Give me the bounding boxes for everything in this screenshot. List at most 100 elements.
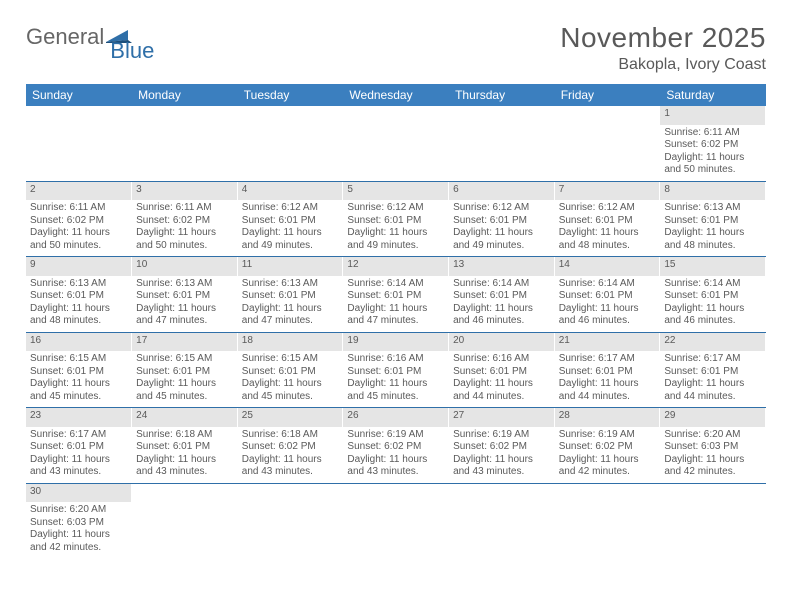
- day-cell: Sunrise: 6:19 AMSunset: 6:02 PMDaylight:…: [449, 427, 555, 484]
- daylight-text: and 44 minutes.: [559, 391, 656, 404]
- daylight-text: and 47 minutes.: [347, 315, 444, 328]
- day-number: [237, 483, 343, 502]
- daylight-text: Daylight: 11 hours: [453, 454, 550, 467]
- daylight-text: Daylight: 11 hours: [136, 227, 233, 240]
- sunrise-text: Sunrise: 6:19 AM: [347, 429, 444, 442]
- sunset-text: Sunset: 6:01 PM: [242, 215, 339, 228]
- day-cell: Sunrise: 6:17 AMSunset: 6:01 PMDaylight:…: [26, 427, 132, 484]
- daylight-text: Daylight: 11 hours: [30, 227, 127, 240]
- day-cell: Sunrise: 6:15 AMSunset: 6:01 PMDaylight:…: [237, 351, 343, 408]
- sunset-text: Sunset: 6:02 PM: [347, 441, 444, 454]
- day-number: 25: [237, 408, 343, 427]
- daylight-text: Daylight: 11 hours: [453, 378, 550, 391]
- weekday-header: Monday: [132, 84, 238, 106]
- day-cell: Sunrise: 6:17 AMSunset: 6:01 PMDaylight:…: [660, 351, 766, 408]
- sunrise-text: Sunrise: 6:15 AM: [136, 353, 233, 366]
- day-cell: Sunrise: 6:20 AMSunset: 6:03 PMDaylight:…: [26, 502, 132, 558]
- daylight-text: and 43 minutes.: [30, 466, 127, 479]
- daylight-text: Daylight: 11 hours: [30, 378, 127, 391]
- sunrise-text: Sunrise: 6:18 AM: [242, 429, 339, 442]
- sunset-text: Sunset: 6:01 PM: [30, 290, 127, 303]
- day-number: [554, 483, 660, 502]
- daylight-text: and 45 minutes.: [347, 391, 444, 404]
- day-number: 16: [26, 332, 132, 351]
- daylight-text: Daylight: 11 hours: [664, 378, 761, 391]
- daylight-text: Daylight: 11 hours: [664, 152, 761, 165]
- weekday-header: Thursday: [449, 84, 555, 106]
- day-number: 3: [132, 181, 238, 200]
- daylight-text: Daylight: 11 hours: [347, 454, 444, 467]
- day-cell: [660, 502, 766, 558]
- sunrise-text: Sunrise: 6:17 AM: [664, 353, 761, 366]
- sunset-text: Sunset: 6:01 PM: [347, 290, 444, 303]
- month-title: November 2025: [560, 22, 766, 54]
- weekday-header: Sunday: [26, 84, 132, 106]
- daylight-text: Daylight: 11 hours: [30, 454, 127, 467]
- daylight-text: and 42 minutes.: [559, 466, 656, 479]
- day-number: 23: [26, 408, 132, 427]
- week-row: Sunrise: 6:11 AMSunset: 6:02 PMDaylight:…: [26, 125, 766, 182]
- daylight-text: and 45 minutes.: [242, 391, 339, 404]
- day-cell: Sunrise: 6:15 AMSunset: 6:01 PMDaylight:…: [132, 351, 238, 408]
- day-number: 24: [132, 408, 238, 427]
- week-row: Sunrise: 6:11 AMSunset: 6:02 PMDaylight:…: [26, 200, 766, 257]
- sunset-text: Sunset: 6:01 PM: [453, 290, 550, 303]
- day-cell: Sunrise: 6:20 AMSunset: 6:03 PMDaylight:…: [660, 427, 766, 484]
- week-row: Sunrise: 6:17 AMSunset: 6:01 PMDaylight:…: [26, 427, 766, 484]
- day-number: 14: [554, 257, 660, 276]
- day-number: 26: [343, 408, 449, 427]
- sunset-text: Sunset: 6:01 PM: [559, 215, 656, 228]
- sunrise-text: Sunrise: 6:12 AM: [347, 202, 444, 215]
- sunrise-text: Sunrise: 6:18 AM: [136, 429, 233, 442]
- day-number: 5: [343, 181, 449, 200]
- daylight-text: and 48 minutes.: [559, 240, 656, 253]
- day-number: 27: [449, 408, 555, 427]
- sunset-text: Sunset: 6:01 PM: [664, 290, 761, 303]
- sunrise-text: Sunrise: 6:12 AM: [559, 202, 656, 215]
- daylight-text: and 42 minutes.: [664, 466, 761, 479]
- daylight-text: Daylight: 11 hours: [559, 378, 656, 391]
- sunset-text: Sunset: 6:01 PM: [664, 366, 761, 379]
- weekday-header: Saturday: [660, 84, 766, 106]
- sunset-text: Sunset: 6:01 PM: [559, 366, 656, 379]
- day-number: [660, 483, 766, 502]
- sunrise-text: Sunrise: 6:14 AM: [347, 278, 444, 291]
- daylight-text: and 48 minutes.: [30, 315, 127, 328]
- day-cell: Sunrise: 6:17 AMSunset: 6:01 PMDaylight:…: [554, 351, 660, 408]
- daylight-text: and 49 minutes.: [347, 240, 444, 253]
- sunrise-text: Sunrise: 6:16 AM: [453, 353, 550, 366]
- week-row: Sunrise: 6:20 AMSunset: 6:03 PMDaylight:…: [26, 502, 766, 558]
- sunset-text: Sunset: 6:01 PM: [559, 290, 656, 303]
- day-cell: Sunrise: 6:12 AMSunset: 6:01 PMDaylight:…: [237, 200, 343, 257]
- day-cell: Sunrise: 6:15 AMSunset: 6:01 PMDaylight:…: [26, 351, 132, 408]
- daylight-text: Daylight: 11 hours: [664, 303, 761, 316]
- sunrise-text: Sunrise: 6:19 AM: [559, 429, 656, 442]
- header: General Blue November 2025 Bakopla, Ivor…: [26, 22, 766, 74]
- sunrise-text: Sunrise: 6:12 AM: [453, 202, 550, 215]
- daynum-row: 1: [26, 106, 766, 125]
- sunset-text: Sunset: 6:03 PM: [664, 441, 761, 454]
- sunrise-text: Sunrise: 6:13 AM: [664, 202, 761, 215]
- day-cell: Sunrise: 6:18 AMSunset: 6:01 PMDaylight:…: [132, 427, 238, 484]
- sunset-text: Sunset: 6:01 PM: [30, 366, 127, 379]
- daylight-text: Daylight: 11 hours: [30, 529, 127, 542]
- sunset-text: Sunset: 6:02 PM: [453, 441, 550, 454]
- sunset-text: Sunset: 6:02 PM: [242, 441, 339, 454]
- weekday-header-row: Sunday Monday Tuesday Wednesday Thursday…: [26, 84, 766, 106]
- day-cell: [554, 125, 660, 182]
- day-number: 17: [132, 332, 238, 351]
- daylight-text: and 44 minutes.: [664, 391, 761, 404]
- sunrise-text: Sunrise: 6:15 AM: [30, 353, 127, 366]
- daylight-text: and 50 minutes.: [136, 240, 233, 253]
- day-number: 15: [660, 257, 766, 276]
- calendar-table: Sunday Monday Tuesday Wednesday Thursday…: [26, 84, 766, 558]
- sunrise-text: Sunrise: 6:16 AM: [347, 353, 444, 366]
- daynum-row: 30: [26, 483, 766, 502]
- day-cell: Sunrise: 6:19 AMSunset: 6:02 PMDaylight:…: [343, 427, 449, 484]
- daylight-text: Daylight: 11 hours: [664, 454, 761, 467]
- daylight-text: Daylight: 11 hours: [136, 454, 233, 467]
- day-number: [449, 483, 555, 502]
- day-cell: Sunrise: 6:11 AMSunset: 6:02 PMDaylight:…: [660, 125, 766, 182]
- day-cell: Sunrise: 6:14 AMSunset: 6:01 PMDaylight:…: [660, 276, 766, 333]
- daynum-row: 2345678: [26, 181, 766, 200]
